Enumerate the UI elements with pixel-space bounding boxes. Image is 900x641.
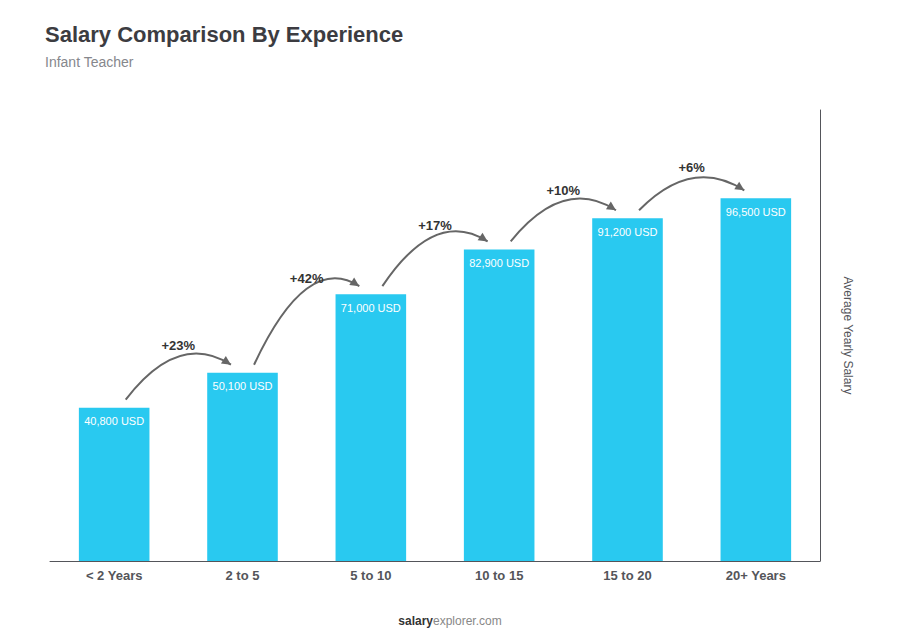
svg-text:50,100 USD: 50,100 USD	[213, 380, 273, 392]
svg-text:5 to 10: 5 to 10	[350, 568, 391, 583]
svg-text:71,000 USD: 71,000 USD	[341, 302, 401, 314]
svg-text:91,200 USD: 91,200 USD	[598, 226, 658, 238]
svg-text:2 to 5: 2 to 5	[226, 568, 260, 583]
svg-text:+6%: +6%	[678, 160, 705, 175]
svg-text:explorer.com: explorer.com	[433, 614, 502, 628]
svg-text:+17%: +17%	[418, 218, 452, 233]
svg-text:82,900 USD: 82,900 USD	[469, 257, 529, 269]
svg-text:Salary Comparison By Experienc: Salary Comparison By Experience	[45, 22, 403, 47]
svg-text:+23%: +23%	[162, 338, 196, 353]
svg-text:15 to 20: 15 to 20	[603, 568, 651, 583]
svg-text:+10%: +10%	[547, 183, 581, 198]
svg-text:40,800 USD: 40,800 USD	[84, 415, 144, 427]
svg-text:Infant Teacher: Infant Teacher	[45, 54, 134, 70]
svg-text:96,500 USD: 96,500 USD	[726, 206, 786, 218]
svg-text:20+ Years: 20+ Years	[726, 568, 786, 583]
svg-text:10 to 15: 10 to 15	[475, 568, 523, 583]
svg-text:salary: salary	[398, 614, 433, 628]
svg-text:< 2 Years: < 2 Years	[86, 568, 143, 583]
svg-text:+42%: +42%	[290, 271, 324, 286]
svg-text:Average Yearly Salary: Average Yearly Salary	[841, 277, 855, 395]
